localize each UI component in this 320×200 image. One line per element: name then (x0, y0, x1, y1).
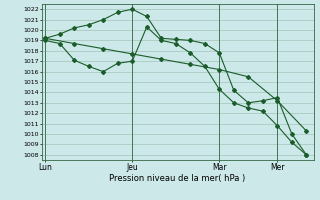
X-axis label: Pression niveau de la mer( hPa ): Pression niveau de la mer( hPa ) (109, 174, 246, 183)
